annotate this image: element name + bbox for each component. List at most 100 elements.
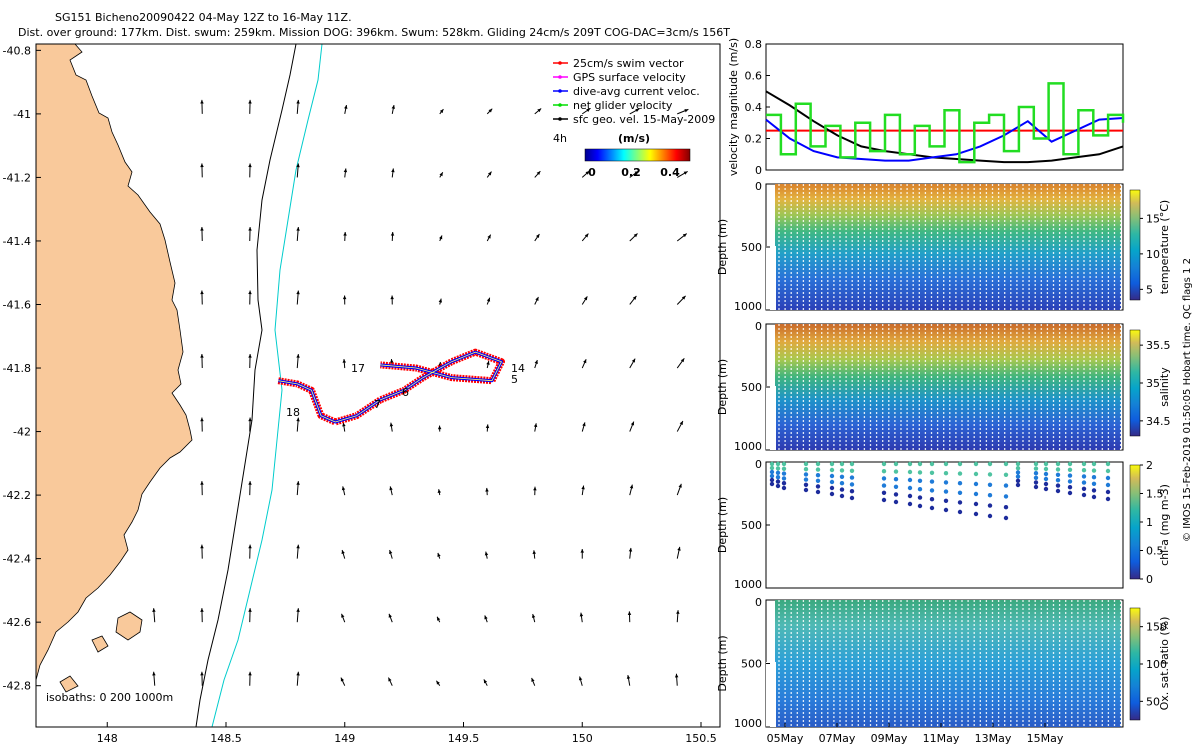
map-y-tick-label: -41 — [13, 108, 31, 121]
velocity-arrow — [200, 226, 204, 241]
velocity-arrow-field — [152, 99, 689, 686]
velocity-arrow — [341, 549, 346, 559]
velocity-arrow — [200, 290, 204, 305]
velocity-arrow — [296, 226, 300, 241]
velocity-arrow — [340, 677, 346, 686]
map-x-tick-label: 149 — [334, 732, 355, 745]
velocity-arrow — [629, 108, 640, 115]
velocity-arrow — [485, 487, 489, 496]
velocity-arrow — [581, 359, 587, 369]
legend-label: 25cm/s swim vector — [573, 57, 684, 70]
velocity-arrow — [534, 359, 538, 369]
colorbar-unit: (m/s) — [618, 132, 650, 145]
velocity-arrow — [248, 354, 252, 369]
velocity-arrow — [676, 483, 682, 496]
map-x-tick-label: 149.5 — [448, 732, 480, 745]
map-x-axis: 148 148.5 149 149.5 150 150.5 — [97, 722, 717, 745]
map-y-tick-label: -42.4 — [3, 553, 31, 566]
map-x-tick-label: 148 — [97, 732, 118, 745]
velocity-arrow — [438, 298, 443, 305]
velocity-arrow — [581, 108, 591, 115]
velocity-arrow — [296, 354, 300, 369]
isobath-200m — [195, 44, 297, 727]
velocity-arrow — [676, 610, 680, 623]
interval-label: 4h — [553, 132, 567, 145]
velocity-arrow — [200, 544, 204, 559]
velocity-arrow — [389, 486, 393, 496]
velocity-arrow — [437, 552, 441, 559]
velocity-arrow — [581, 233, 589, 242]
velocity-arrow — [296, 481, 300, 496]
map-y-tick-label: -42 — [13, 426, 31, 439]
velocity-arrow — [248, 481, 252, 496]
velocity-arrow — [248, 608, 252, 623]
velocity-arrow — [626, 674, 631, 686]
velocity-arrow — [342, 359, 347, 369]
velocity-arrow — [581, 170, 590, 178]
velocity-arrow — [248, 163, 252, 178]
velocity-arrow — [486, 297, 491, 305]
velocity-arrow — [341, 613, 346, 623]
velocity-arrow — [629, 421, 635, 432]
speed-colorbar — [584, 148, 691, 162]
velocity-arrow — [200, 608, 204, 623]
velocity-arrow — [248, 417, 252, 432]
velocity-arrow — [436, 616, 441, 623]
map-y-tick-label: -40.8 — [3, 44, 31, 57]
velocity-arrow — [676, 546, 681, 559]
velocity-arrow — [296, 163, 300, 178]
track-label: 7 — [374, 398, 381, 411]
net-track — [278, 351, 502, 423]
velocity-arrow — [200, 417, 204, 432]
legend-marker — [558, 89, 562, 93]
chart-subtitle: Dist. over ground: 177km. Dist. swum: 25… — [18, 26, 730, 39]
velocity-arrow — [629, 170, 639, 178]
velocity-arrow — [676, 420, 684, 432]
velocity-arrow — [391, 104, 395, 114]
track-label: 17 — [351, 362, 365, 375]
velocity-arrow — [579, 612, 584, 623]
velocity-arrow — [200, 354, 204, 369]
velocity-arrow — [296, 608, 300, 623]
velocity-arrow — [629, 484, 634, 496]
velocity-arrow — [296, 671, 300, 686]
chart-title: SG151 Bicheno20090422 04-May 12Z to 16-M… — [55, 11, 352, 24]
map-x-tick-label: 150 — [572, 732, 593, 745]
velocity-arrow — [390, 231, 395, 241]
map-y-tick-label: -41.6 — [3, 298, 31, 311]
velocity-arrow — [342, 295, 347, 305]
velocity-arrow — [435, 680, 441, 686]
velocity-arrow — [152, 608, 156, 623]
velocity-arrow — [296, 417, 300, 432]
velocity-arrow — [484, 551, 489, 559]
legend-marker — [558, 61, 562, 65]
legend-marker — [558, 75, 562, 79]
velocity-arrow — [485, 424, 490, 432]
velocity-arrow — [628, 547, 633, 559]
velocity-arrow — [387, 677, 393, 686]
velocity-arrow — [534, 233, 540, 242]
colorbar-tick: 0.4 — [660, 166, 680, 179]
legend-label: dive-avg current veloc. — [573, 85, 700, 98]
velocity-arrow — [531, 677, 536, 686]
velocity-arrow — [533, 423, 538, 432]
velocity-arrow — [439, 235, 443, 242]
velocity-arrow — [676, 233, 688, 242]
land-mass — [36, 44, 193, 727]
velocity-arrow — [389, 549, 393, 559]
velocity-arrow — [248, 290, 252, 305]
velocity-arrow — [296, 99, 300, 114]
velocity-arrow — [677, 108, 689, 115]
velocity-arrow — [676, 295, 686, 305]
colorbar-tick: 0 — [588, 166, 596, 179]
velocity-arrow — [534, 296, 539, 305]
velocity-arrow — [391, 168, 395, 178]
velocity-arrow — [674, 673, 679, 686]
velocity-arrow — [581, 422, 586, 432]
velocity-arrow — [486, 234, 492, 242]
velocity-arrow — [629, 233, 638, 242]
velocity-arrow — [534, 170, 541, 178]
isobath-label: isobaths: 0 200 1000m — [46, 691, 173, 704]
velocity-arrow — [152, 671, 156, 686]
